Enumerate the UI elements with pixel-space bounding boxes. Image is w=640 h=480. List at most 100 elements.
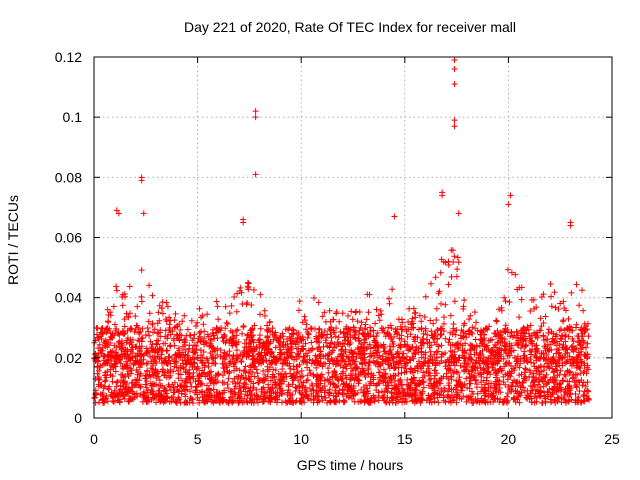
data-point <box>264 350 271 357</box>
data-point <box>224 381 231 388</box>
data-point <box>442 335 449 342</box>
data-point <box>149 321 156 328</box>
data-point <box>448 373 455 380</box>
data-point <box>128 346 135 353</box>
data-point <box>392 386 399 393</box>
data-point <box>358 319 365 326</box>
axis-ticks <box>93 56 613 419</box>
data-point <box>325 392 332 399</box>
data-point <box>433 305 440 312</box>
data-point <box>535 381 542 388</box>
data-point <box>501 294 508 301</box>
data-point <box>304 334 311 341</box>
data-point <box>524 358 531 365</box>
data-point <box>120 391 127 398</box>
data-point <box>249 347 256 354</box>
data-point <box>190 349 197 356</box>
data-point <box>243 336 250 343</box>
data-point <box>228 337 235 344</box>
data-point <box>233 352 240 359</box>
data-point <box>180 365 187 372</box>
data-point <box>369 350 376 357</box>
data-point <box>237 284 244 291</box>
data-point <box>430 320 437 327</box>
data-point <box>434 348 441 355</box>
data-point <box>120 331 127 338</box>
data-point <box>135 329 142 336</box>
data-point <box>365 365 372 372</box>
data-point <box>573 383 580 390</box>
data-point <box>377 307 384 314</box>
data-point <box>302 317 309 324</box>
data-point <box>389 354 396 361</box>
data-point <box>510 396 517 403</box>
data-point <box>304 395 311 402</box>
data-point <box>256 352 263 359</box>
data-point <box>300 379 307 386</box>
data-point <box>153 340 160 347</box>
data-point <box>177 326 184 333</box>
data-point <box>304 364 311 371</box>
data-point <box>504 370 511 377</box>
data-point <box>252 108 259 115</box>
data-point <box>225 385 232 392</box>
data-point <box>124 364 131 371</box>
data-point <box>518 296 525 303</box>
data-point <box>194 394 201 401</box>
data-point <box>584 379 591 386</box>
data-point <box>471 309 478 316</box>
data-point <box>558 399 565 406</box>
data-point <box>253 343 260 350</box>
data-point <box>261 398 268 405</box>
data-point <box>328 334 335 341</box>
data-point <box>138 352 145 359</box>
data-point <box>315 299 322 306</box>
data-point <box>157 397 164 404</box>
data-point <box>584 396 591 403</box>
data-point <box>295 307 302 314</box>
chart-title: Day 221 of 2020, Rate Of TEC Index for r… <box>184 19 516 35</box>
data-point <box>485 388 492 395</box>
data-point <box>365 398 372 405</box>
data-point <box>447 342 454 349</box>
data-point <box>449 397 456 404</box>
data-point <box>469 362 476 369</box>
data-point <box>449 247 456 254</box>
data-point <box>339 391 346 398</box>
data-point <box>196 305 203 312</box>
data-point <box>231 397 238 404</box>
data-point <box>115 330 122 337</box>
data-point <box>310 387 317 394</box>
data-point <box>392 328 399 335</box>
data-point <box>269 384 276 391</box>
data-point <box>119 328 126 335</box>
data-point <box>458 387 465 394</box>
data-point <box>321 394 328 401</box>
data-point <box>448 386 455 393</box>
data-point <box>273 357 280 364</box>
data-point <box>561 333 568 340</box>
data-point <box>150 357 157 364</box>
data-point <box>451 81 458 88</box>
data-point <box>171 317 178 324</box>
data-point <box>496 385 503 392</box>
data-point <box>246 376 253 383</box>
data-point <box>547 399 554 406</box>
data-point <box>472 336 479 343</box>
data-point <box>337 362 344 369</box>
data-point <box>561 371 568 378</box>
data-points <box>91 57 593 406</box>
data-point <box>296 298 303 305</box>
data-point <box>215 316 222 323</box>
data-point <box>138 361 145 368</box>
data-point <box>351 389 358 396</box>
data-point <box>520 337 527 344</box>
data-point <box>229 378 236 385</box>
data-point <box>375 389 382 396</box>
data-point <box>467 374 474 381</box>
data-point <box>282 326 289 333</box>
data-point <box>559 354 566 361</box>
data-point <box>355 398 362 405</box>
data-point <box>561 327 568 334</box>
data-point <box>514 388 521 395</box>
